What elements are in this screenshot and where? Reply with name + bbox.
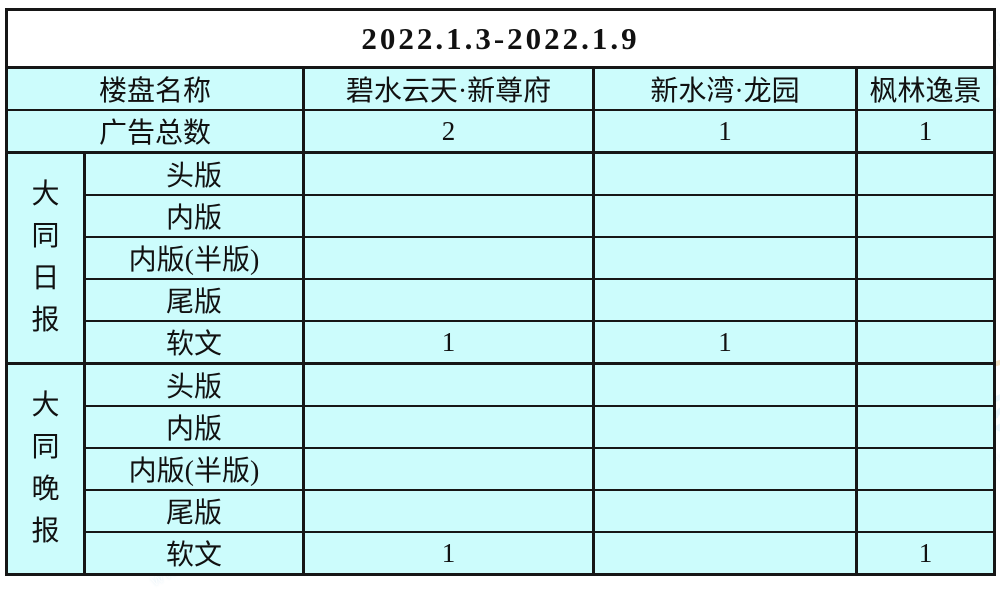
- row-label: 软文: [83, 531, 305, 576]
- header-row: 楼盘名称 碧水云天·新尊府 新水湾·龙园 枫林逸景: [5, 66, 996, 111]
- col-header-property-1: 碧水云天·新尊府: [302, 66, 595, 111]
- cell-value: [855, 236, 996, 280]
- cell-value: [855, 194, 996, 238]
- table-row: 软文 1 1: [7, 320, 996, 365]
- table-row: 大同晚报 头版: [5, 362, 996, 576]
- table-row: 内版(半版): [7, 447, 996, 491]
- table-row: 尾版: [7, 489, 996, 533]
- cell-value: [302, 447, 595, 491]
- cell-value: [592, 405, 858, 449]
- cell-value: [855, 362, 996, 407]
- table-row: 大同日报 头版: [5, 151, 996, 365]
- row-label: 头版: [83, 362, 305, 407]
- table-row: 内版: [7, 405, 996, 449]
- row-label: 内版: [83, 405, 305, 449]
- cell-value: [592, 194, 858, 238]
- cell-value: [592, 236, 858, 280]
- cell-value: [302, 236, 595, 280]
- cell-value: [855, 320, 996, 365]
- cell-value: 1: [855, 531, 996, 576]
- total-row-label: 广告总数: [5, 109, 305, 154]
- title-row: 2022.1.3-2022.1.9: [5, 8, 996, 69]
- section-name-evening: 大同晚报: [5, 362, 86, 576]
- cell-value: 1: [592, 109, 858, 154]
- cell-value: [855, 489, 996, 533]
- col-header-property-3: 枫林逸景: [855, 66, 996, 111]
- cell-value: [855, 447, 996, 491]
- cell-value: [855, 278, 996, 322]
- cell-value: [855, 405, 996, 449]
- col-header-property-2: 新水湾·龙园: [592, 66, 858, 111]
- cell-value: 1: [302, 320, 595, 365]
- cell-value: 1: [592, 320, 858, 365]
- cell-value: [302, 151, 595, 196]
- section-name-daily: 大同日报: [5, 151, 86, 365]
- cell-value: [302, 278, 595, 322]
- cell-value: [592, 151, 858, 196]
- row-label: 内版(半版): [83, 447, 305, 491]
- cell-value: [592, 489, 858, 533]
- row-label: 尾版: [83, 489, 305, 533]
- ad-report-table: 2022.1.3-2022.1.9 楼盘名称 碧水云天·新尊府 新水湾·龙园 枫…: [5, 8, 996, 576]
- row-label: 软文: [83, 320, 305, 365]
- table-row: 内版: [7, 194, 996, 238]
- section-name-text: 大同晚报: [31, 390, 60, 547]
- cell-value: [302, 489, 595, 533]
- cell-value: [302, 194, 595, 238]
- section-name-text: 大同日报: [31, 179, 60, 336]
- cell-value: [592, 362, 858, 407]
- row-label: 内版(半版): [83, 236, 305, 280]
- cell-value: [855, 151, 996, 196]
- cell-value: 2: [302, 109, 595, 154]
- cell-value: [592, 531, 858, 576]
- report-title: 2022.1.3-2022.1.9: [5, 8, 996, 69]
- row-label: 头版: [83, 151, 305, 196]
- table-row: 内版(半版): [7, 236, 996, 280]
- col-header-property-name: 楼盘名称: [5, 66, 305, 111]
- cell-value: [592, 447, 858, 491]
- row-label: 内版: [83, 194, 305, 238]
- cell-value: [302, 405, 595, 449]
- cell-value: 1: [855, 109, 996, 154]
- total-row: 广告总数 2 1 1: [5, 109, 996, 154]
- table-row: 尾版: [7, 278, 996, 322]
- table-row: 软文 1 1: [7, 531, 996, 576]
- row-label: 尾版: [83, 278, 305, 322]
- cell-value: [302, 362, 595, 407]
- cell-value: 1: [302, 531, 595, 576]
- cell-value: [592, 278, 858, 322]
